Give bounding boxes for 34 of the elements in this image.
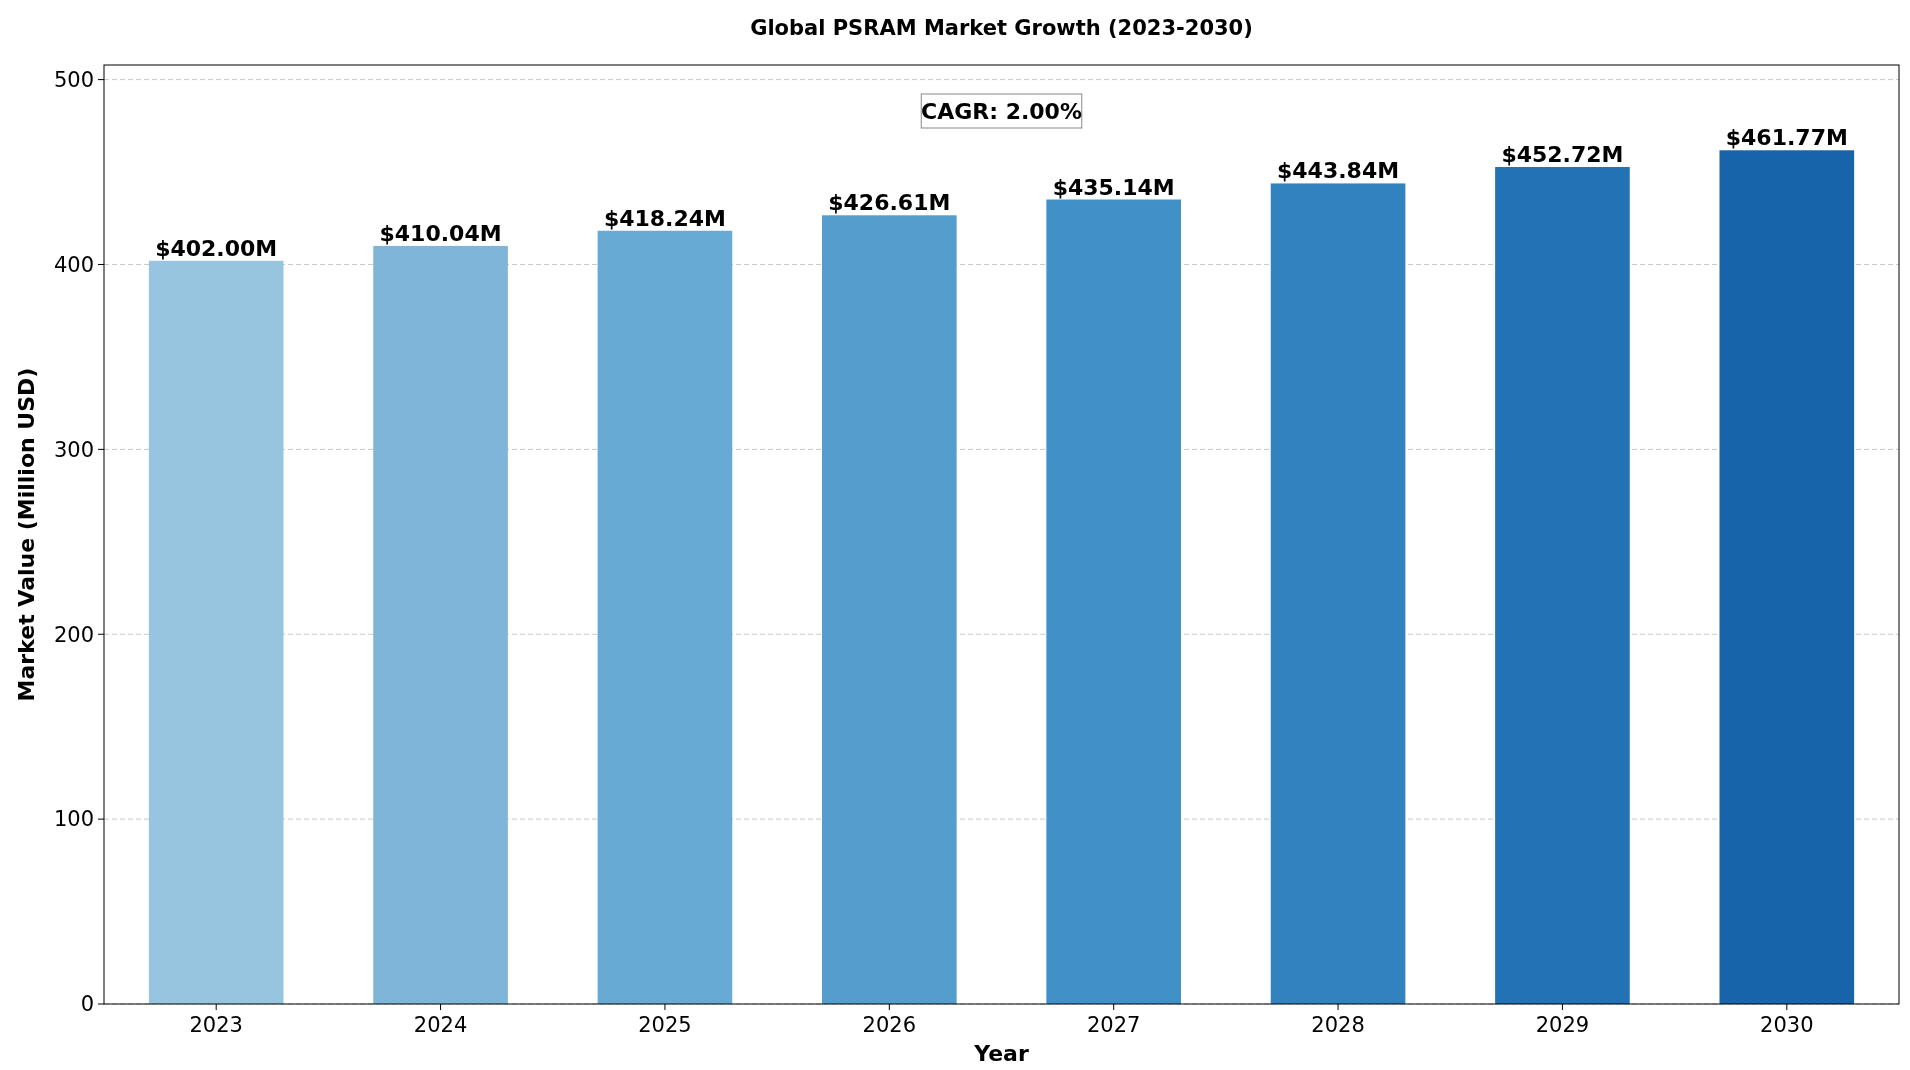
data-label: $426.61M — [828, 190, 951, 216]
bar — [1270, 183, 1406, 1004]
bar — [373, 245, 508, 1004]
data-label: $402.00M — [155, 235, 278, 261]
x-axis-title: Year — [973, 1041, 1029, 1066]
data-label: $461.77M — [1725, 125, 1848, 151]
x-tick-label: 2028 — [1311, 1013, 1365, 1037]
data-label: $418.24M — [603, 205, 726, 231]
annotation: CAGR: 2.00% — [921, 98, 1082, 124]
x-tick-label: 2027 — [1086, 1013, 1141, 1037]
y-tick-label: 0 — [80, 992, 94, 1017]
y-tick-label: 100 — [53, 807, 94, 832]
y-tick-label: 500 — [53, 67, 94, 92]
data-label: $443.84M — [1277, 158, 1400, 184]
y-tick-label: 200 — [53, 622, 94, 647]
bar — [1495, 167, 1630, 1004]
y-tick-label: 400 — [53, 252, 94, 277]
bar — [597, 230, 733, 1004]
chart-title: Global PSRAM Market Growth (2023-2030) — [750, 16, 1253, 40]
data-label: $452.72M — [1501, 142, 1624, 168]
x-tick-label: 2026 — [862, 1013, 917, 1037]
x-tick-label: 2024 — [413, 1013, 468, 1037]
bar — [1046, 199, 1182, 1004]
bar — [1719, 150, 1855, 1004]
bar — [148, 260, 284, 1004]
x-tick-label: 2029 — [1535, 1013, 1590, 1037]
data-label: $410.04M — [379, 220, 502, 246]
data-label: $435.14M — [1052, 174, 1175, 200]
y-axis-title: Market Value (Million USD) — [14, 367, 39, 702]
x-tick-label: 2025 — [638, 1013, 692, 1037]
y-tick-label: 300 — [53, 437, 94, 462]
x-tick-label: 2023 — [189, 1013, 243, 1037]
bar — [822, 215, 957, 1004]
x-tick-label: 2030 — [1760, 1013, 1814, 1037]
